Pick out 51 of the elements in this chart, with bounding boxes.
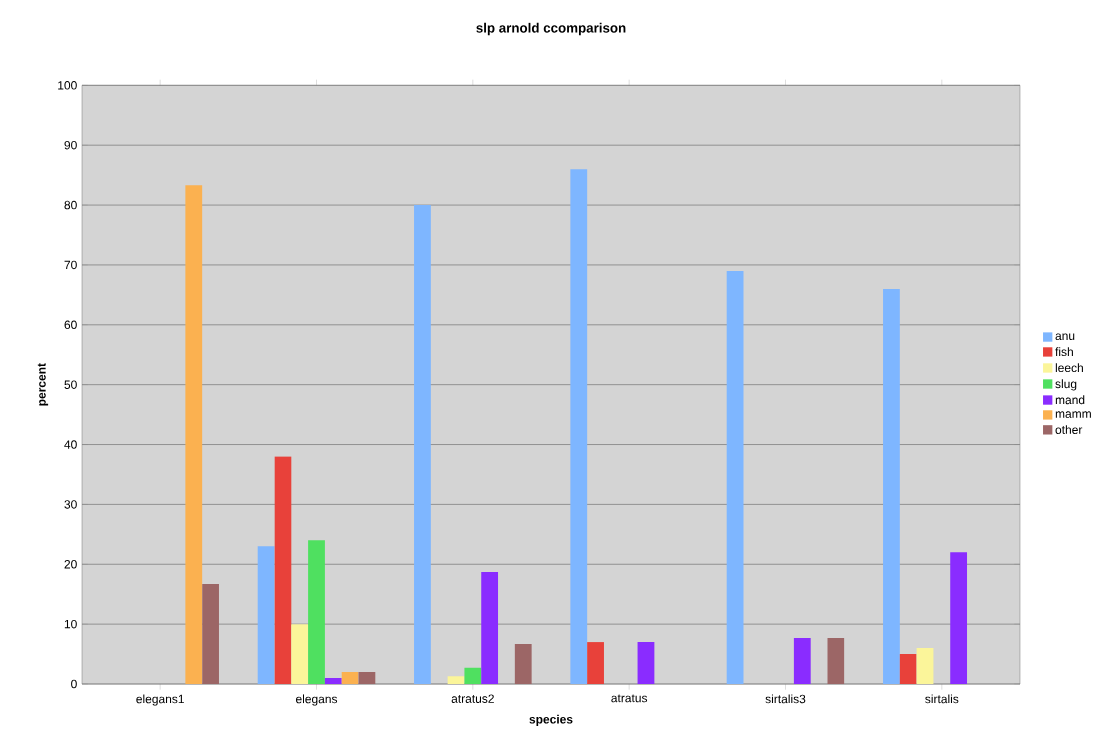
- bar: [414, 205, 431, 684]
- bar: [950, 552, 968, 684]
- bar: [587, 642, 604, 684]
- legend-label: mand: [1055, 395, 1085, 405]
- bar: [185, 185, 203, 684]
- bar: [447, 676, 465, 684]
- bar: [291, 624, 309, 684]
- bar: [464, 667, 482, 684]
- y-tick-label: 10: [64, 619, 77, 629]
- y-tick-label: 20: [64, 560, 77, 569]
- bar: [916, 648, 934, 684]
- bar: [308, 540, 325, 684]
- y-tick-label: 30: [64, 500, 77, 509]
- y-axis-title: percent: [37, 363, 49, 406]
- y-tick-label: 60: [64, 320, 77, 330]
- bar: [274, 456, 292, 684]
- y-tick-label: 80: [64, 200, 77, 210]
- y-tick-label: 90: [64, 140, 77, 150]
- bar: [637, 642, 655, 684]
- bar: [726, 270, 744, 684]
- bar: [341, 672, 359, 684]
- bar: [793, 637, 811, 684]
- y-tick-label: 70: [64, 260, 77, 270]
- legend-label: slug: [1055, 379, 1077, 391]
- x-tick-label: elegans: [295, 694, 338, 706]
- legend-label: fish: [1055, 347, 1073, 357]
- bar: [202, 584, 219, 684]
- bar: [514, 643, 532, 684]
- bar: [324, 678, 342, 684]
- y-tick-label: 100: [58, 81, 77, 90]
- y-tick-label: 0: [71, 679, 77, 689]
- x-axis-title: species: [529, 714, 573, 726]
- legend-label: mamm: [1055, 411, 1091, 418]
- bar: [257, 546, 275, 684]
- bar: [827, 637, 845, 684]
- chart-title: slp arnold ccomparison: [476, 22, 626, 36]
- x-tick-label: elegans1: [136, 694, 184, 706]
- x-tick-label: sirtalis3: [765, 694, 806, 704]
- y-tick-label: 50: [64, 380, 77, 389]
- bar: [570, 169, 588, 684]
- legend-label: leech: [1055, 363, 1083, 373]
- x-tick-label: sirtalis: [925, 694, 959, 704]
- bar: [899, 654, 917, 684]
- legend-label: other: [1055, 425, 1083, 434]
- bar: [358, 672, 376, 684]
- x-tick-label: atratus: [611, 694, 648, 703]
- x-tick-label: atratus2: [451, 694, 494, 703]
- bar: [481, 572, 499, 684]
- legend-label: anu: [1055, 333, 1075, 341]
- y-tick-label: 40: [64, 440, 77, 449]
- bar: [883, 288, 900, 684]
